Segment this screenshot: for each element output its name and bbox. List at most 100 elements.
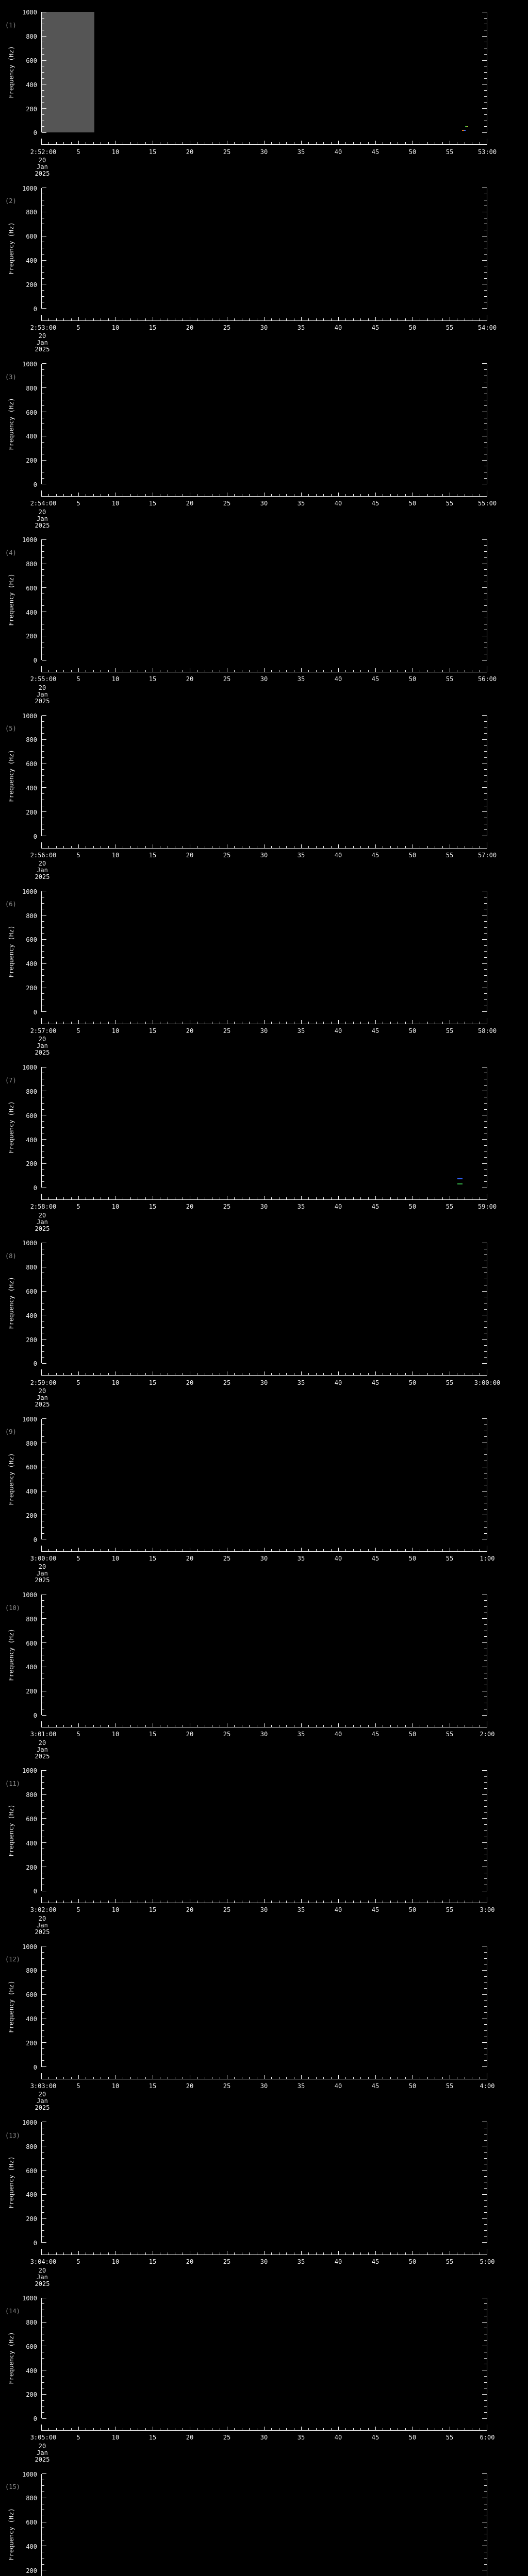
y-axis-left — [41, 2122, 42, 2243]
y-axis-tick — [42, 2206, 44, 2207]
x-axis-tick — [130, 1725, 131, 1727]
x-axis-tick — [234, 2428, 235, 2431]
x-axis-tick — [271, 318, 272, 320]
x-axis-tick — [71, 670, 72, 672]
y-axis-title: Frequency (Hz) — [8, 1980, 15, 2033]
y-axis-tick — [482, 1994, 487, 1995]
y-axis-tick — [484, 2200, 487, 2201]
y-tick-label: 400 — [26, 2191, 37, 2199]
x-tick-label: 45 — [371, 148, 380, 156]
x-tick-label: 10 — [111, 2258, 120, 2266]
x-axis-tick — [427, 494, 428, 496]
x-axis-tick — [308, 1373, 309, 1376]
y-axis-tick — [482, 539, 487, 540]
y-axis-tick — [42, 927, 44, 928]
y-tick-label: 600 — [26, 584, 37, 592]
x-axis-tick — [234, 142, 235, 145]
x-tick-label: 40 — [334, 1027, 342, 1035]
x-tick-label: 45 — [371, 1554, 380, 1562]
x-axis-tick — [331, 1549, 332, 1551]
x-end-time-label: 57:00 — [477, 851, 497, 859]
y-axis-tick — [482, 2042, 487, 2043]
y-axis-tick — [484, 757, 487, 758]
x-axis-tick — [442, 1549, 443, 1551]
panel-number-label: (8) — [5, 1252, 16, 1260]
x-axis-tick — [323, 2252, 324, 2255]
x-axis-tick — [360, 2076, 361, 2079]
x-axis-tick — [249, 1901, 250, 1903]
y-tick-label: 600 — [26, 760, 37, 768]
y-axis-tick — [482, 260, 487, 261]
x-tick-label: 35 — [297, 2434, 305, 2442]
plot-area — [42, 12, 487, 133]
y-axis-tick — [484, 721, 487, 722]
y-axis-tick — [484, 1145, 487, 1146]
x-axis-tick — [353, 1373, 354, 1376]
x-tick-label: 25 — [223, 324, 231, 331]
x-axis-tick — [108, 494, 109, 496]
x-axis-tick — [323, 1021, 324, 1024]
x-axis-tick — [301, 1723, 302, 1727]
y-axis-left — [41, 539, 42, 660]
y-axis-tick — [484, 1436, 487, 1437]
x-end-time-label: 59:00 — [477, 1203, 497, 1211]
y-axis-tick — [484, 1327, 487, 1328]
x-tick-label: 5 — [76, 1731, 80, 1738]
x-axis-tick — [427, 670, 428, 672]
x-axis-tick — [71, 2428, 72, 2431]
x-axis-tick — [316, 2252, 317, 2255]
y-tick-label: 1000 — [22, 888, 37, 895]
x-axis-tick — [63, 2428, 64, 2431]
x-axis-tick — [93, 1021, 94, 1024]
x-start-time-label: 2:55:00 — [30, 675, 57, 683]
y-axis-tick — [42, 1970, 46, 1971]
y-axis-tick — [42, 290, 44, 291]
x-axis-tick — [286, 1549, 287, 1551]
y-axis-tick — [484, 102, 487, 103]
x-tick-label: 55 — [446, 2082, 454, 2090]
x-axis-date-line: 20 — [38, 2091, 46, 2098]
x-tick-label: 25 — [223, 1203, 231, 1211]
y-axis-tick — [42, 278, 44, 279]
y-axis-tick — [42, 1127, 44, 1128]
y-axis-title: Frequency (Hz) — [8, 1453, 15, 1505]
x-tick-label: 15 — [148, 500, 157, 507]
x-axis-tick — [323, 2428, 324, 2431]
y-tick-label: 200 — [26, 808, 37, 816]
x-axis-tick — [93, 1725, 94, 1727]
x-axis-tick — [130, 670, 131, 672]
x-tick-label: 55 — [446, 1203, 454, 1211]
x-axis-tick — [108, 318, 109, 320]
x-tick-label: 45 — [371, 1203, 380, 1211]
x-end-time-label: 4:00 — [480, 2082, 495, 2090]
y-axis-left — [41, 363, 42, 484]
y-axis-tick — [482, 1291, 487, 1292]
y-axis-left — [41, 2473, 42, 2576]
y-tick-label: 400 — [26, 1664, 37, 1671]
y-axis-tick — [42, 1824, 44, 1825]
y-tick-label: 800 — [26, 2319, 37, 2326]
x-tick-label: 45 — [371, 2434, 380, 2442]
x-axis-tick — [41, 314, 42, 320]
y-axis-tick — [42, 775, 44, 776]
x-axis-tick — [78, 1196, 79, 1200]
y-axis-title: Frequency (Hz) — [8, 749, 15, 802]
x-axis-tick — [48, 1901, 50, 1903]
spectrogram-panel-9: (9) Frequency (Hz) 1000 800 600 400 200 0 3:00:0… — [0, 1406, 528, 1584]
y-axis-tick — [482, 387, 487, 388]
x-axis-tick — [442, 670, 443, 672]
y-axis-tick — [42, 751, 44, 752]
y-axis-tick — [42, 811, 46, 812]
y-axis-tick — [42, 945, 44, 946]
x-axis-tick — [264, 844, 265, 848]
y-axis-tick — [484, 2000, 487, 2001]
y-axis-tick — [42, 18, 44, 19]
plot-area — [42, 1418, 487, 1539]
x-axis-tick — [264, 316, 265, 320]
x-tick-label: 10 — [111, 1027, 120, 1035]
x-axis-tick — [331, 670, 332, 672]
y-axis-tick — [482, 2418, 487, 2419]
x-axis-tick — [427, 2252, 428, 2255]
x-axis-tick — [63, 494, 64, 496]
x-axis-tick — [323, 318, 324, 320]
